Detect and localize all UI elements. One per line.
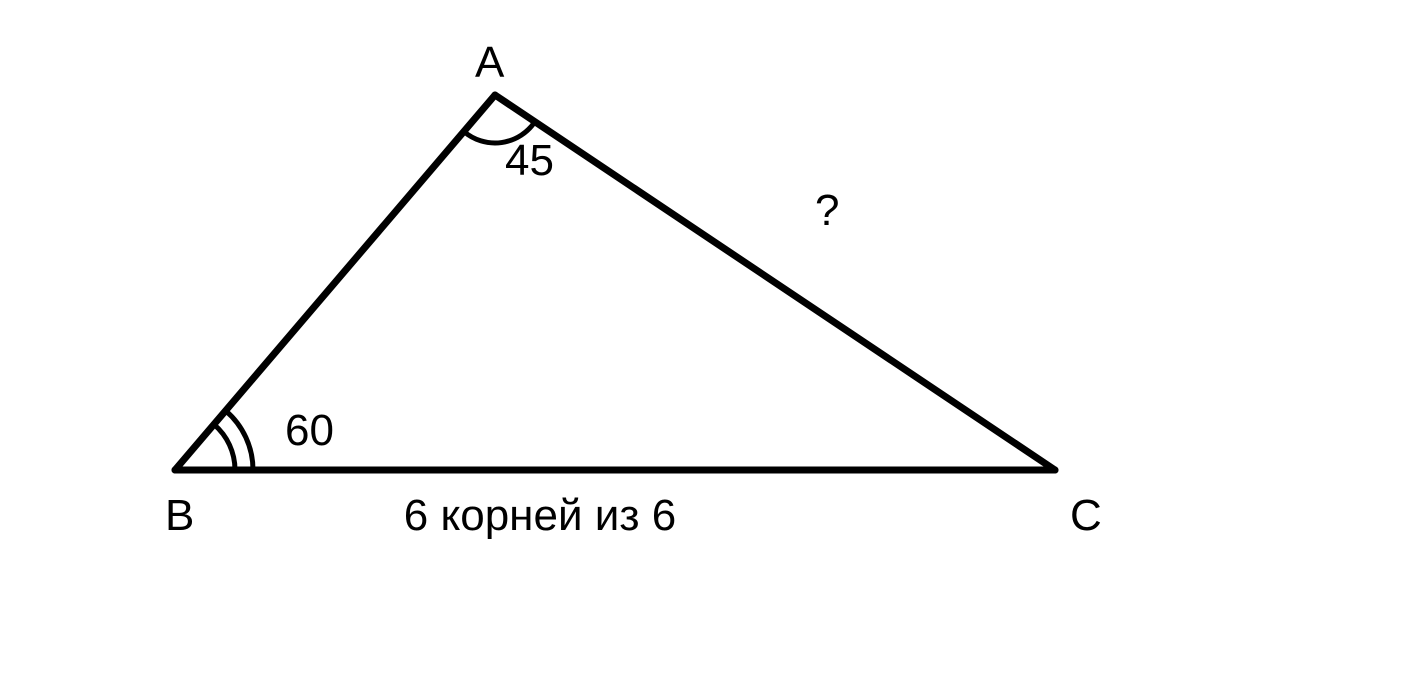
triangle-diagram: A B C 45 60 6 корней из 6 ? [0,0,1408,700]
vertex-b-label: B [165,491,194,540]
vertex-a-label: A [475,38,505,87]
angle-a-value: 45 [505,136,554,185]
side-ab [175,95,495,470]
side-ac [495,95,1055,470]
vertex-c-label: C [1070,491,1102,540]
angle-b-value: 60 [285,406,334,455]
side-ac-unknown: ? [815,186,839,235]
side-bc-label: 6 корней из 6 [404,491,676,540]
angle-b-arc-1 [214,424,235,470]
